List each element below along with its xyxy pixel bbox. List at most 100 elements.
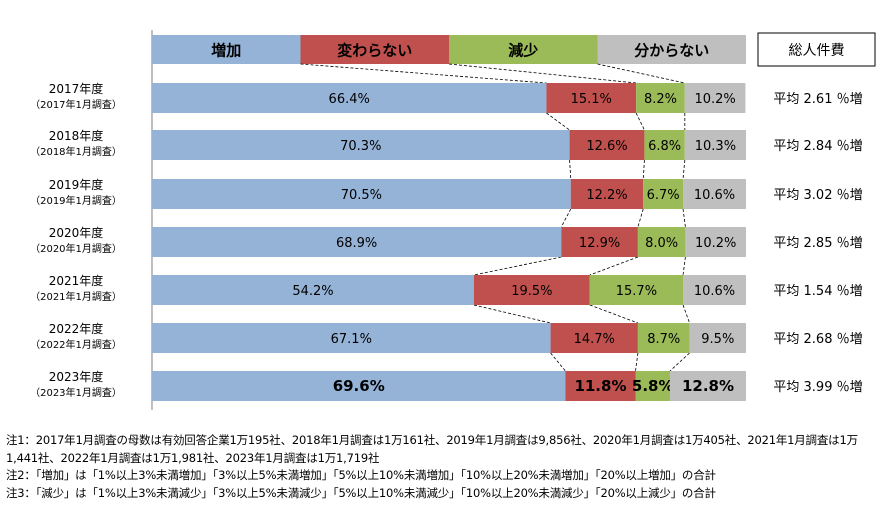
bar-segment bbox=[635, 371, 670, 401]
bar-segment bbox=[152, 323, 551, 353]
category-survey-label: （2018年1月調査） bbox=[30, 145, 122, 158]
connector-line bbox=[473, 256, 562, 276]
average-label: 平均 2.84 ％増 bbox=[773, 139, 862, 154]
bar-segment bbox=[546, 83, 637, 113]
connector-line bbox=[637, 208, 644, 228]
data-label: 12.9% bbox=[579, 236, 620, 251]
average-label: 平均 2.85 ％増 bbox=[773, 236, 862, 251]
data-label: 70.3% bbox=[340, 139, 381, 154]
connector-line bbox=[682, 159, 686, 180]
data-label: 6.7% bbox=[647, 188, 680, 203]
bar-segment bbox=[683, 275, 746, 305]
bar-segment bbox=[152, 179, 571, 209]
connector-line bbox=[550, 352, 566, 372]
category-year-label: 2020年度 bbox=[49, 225, 104, 240]
connector-line bbox=[300, 63, 547, 84]
bar-segment bbox=[152, 227, 562, 257]
data-label: 66.4% bbox=[329, 92, 370, 107]
connector-line bbox=[635, 112, 645, 131]
connector-line bbox=[546, 112, 570, 131]
data-label: 69.6% bbox=[333, 377, 385, 395]
bar-segment bbox=[152, 371, 566, 401]
bar-segment bbox=[152, 130, 570, 160]
data-label: 12.8% bbox=[682, 377, 734, 395]
bar-segment bbox=[561, 227, 638, 257]
bar-segment bbox=[589, 275, 684, 305]
legend-label: 増加 bbox=[211, 42, 241, 60]
stacked-bar-chart: 増加 変わらない 減少 分からない 総人件費 66.4% 15.1% 8.2% 10.2% 201… bbox=[30, 30, 876, 410]
category-survey-label: （2021年1月調査） bbox=[30, 290, 122, 303]
data-label: 10.2% bbox=[694, 92, 735, 107]
category-survey-label: （2023年1月調査） bbox=[30, 386, 122, 399]
connector-line bbox=[669, 352, 690, 372]
connector-line bbox=[569, 159, 572, 180]
connector-line bbox=[682, 304, 690, 324]
bar-segment bbox=[669, 371, 746, 401]
right-header-label: 総人件費 bbox=[789, 43, 845, 59]
legend-label: 分からない bbox=[634, 42, 709, 60]
average-label: 平均 1.54 ％増 bbox=[773, 284, 862, 299]
right-header-box bbox=[757, 32, 876, 67]
category-survey-label: （2020年1月調査） bbox=[30, 242, 122, 255]
bar-segment bbox=[152, 275, 474, 305]
data-label: 10.2% bbox=[695, 236, 736, 251]
data-label: 12.6% bbox=[586, 139, 627, 154]
category-survey-label: （2019年1月調査） bbox=[30, 194, 122, 207]
legend-label: 変わらない bbox=[337, 42, 412, 60]
category-year-label: 2023年度 bbox=[49, 369, 104, 384]
data-label: 67.1% bbox=[331, 332, 372, 347]
connector-line bbox=[682, 208, 686, 228]
data-label: 15.1% bbox=[571, 92, 612, 107]
note-2: 注2：「増加」は「1%以上3%未満増加」「3%以上5%未満増加」「5%以上10%… bbox=[6, 468, 716, 482]
connector-line bbox=[682, 256, 686, 276]
bar-segment bbox=[569, 130, 645, 160]
data-label: 70.5% bbox=[341, 188, 382, 203]
bar-segment bbox=[685, 227, 746, 257]
bar-segment bbox=[684, 130, 746, 160]
connector-line bbox=[560, 208, 572, 228]
connector-line bbox=[473, 304, 551, 324]
legend-swatch bbox=[449, 35, 598, 64]
average-label: 平均 3.99 ％増 bbox=[773, 380, 862, 395]
data-label: 6.8% bbox=[648, 139, 681, 154]
bar-segment bbox=[637, 323, 690, 353]
data-label: 8.0% bbox=[645, 236, 678, 251]
average-label: 平均 2.61 ％増 bbox=[773, 92, 862, 107]
connector-line bbox=[589, 304, 639, 324]
data-label: 14.7% bbox=[574, 332, 615, 347]
bar-segment bbox=[684, 83, 746, 113]
notes: 注1：2017年1月調査の母数は有効回答企業1万195社、2018年1月調査は1… bbox=[6, 432, 880, 502]
data-label: 10.6% bbox=[694, 284, 735, 299]
data-label: 8.7% bbox=[647, 332, 680, 347]
bar-segment bbox=[152, 83, 547, 113]
connector-line bbox=[635, 352, 639, 372]
category-year-label: 2018年度 bbox=[49, 128, 104, 143]
bar-segment bbox=[683, 179, 746, 209]
legend-swatch bbox=[300, 35, 449, 64]
category-year-label: 2022年度 bbox=[49, 321, 104, 336]
connector-line bbox=[589, 256, 639, 276]
note-1: 注1：2017年1月調査の母数は有効回答企業1万195社、2018年1月調査は1… bbox=[6, 433, 858, 465]
category-survey-label: （2017年1月調査） bbox=[30, 98, 122, 111]
data-label: 10.3% bbox=[695, 139, 736, 154]
data-label: 12.2% bbox=[586, 188, 627, 203]
data-label: 15.7% bbox=[616, 284, 657, 299]
connector-line bbox=[642, 159, 645, 180]
data-label: 19.5% bbox=[511, 284, 552, 299]
legend-swatch bbox=[597, 35, 746, 64]
bar-segment bbox=[636, 83, 685, 113]
category-year-label: 2019年度 bbox=[49, 177, 104, 192]
bar-segment bbox=[637, 227, 686, 257]
average-label: 平均 2.68 ％増 bbox=[773, 332, 862, 347]
bar-segment bbox=[565, 371, 636, 401]
legend-swatch bbox=[152, 35, 301, 64]
data-label: 54.2% bbox=[292, 284, 333, 299]
average-label: 平均 3.02 ％増 bbox=[773, 188, 862, 203]
bar-segment bbox=[570, 179, 644, 209]
data-label: 8.2% bbox=[644, 92, 677, 107]
bar-segment bbox=[644, 130, 685, 160]
category-survey-label: （2022年1月調査） bbox=[30, 338, 122, 351]
bar-segment bbox=[643, 179, 684, 209]
legend-label: 減少 bbox=[508, 42, 538, 60]
connector-line bbox=[448, 63, 637, 84]
